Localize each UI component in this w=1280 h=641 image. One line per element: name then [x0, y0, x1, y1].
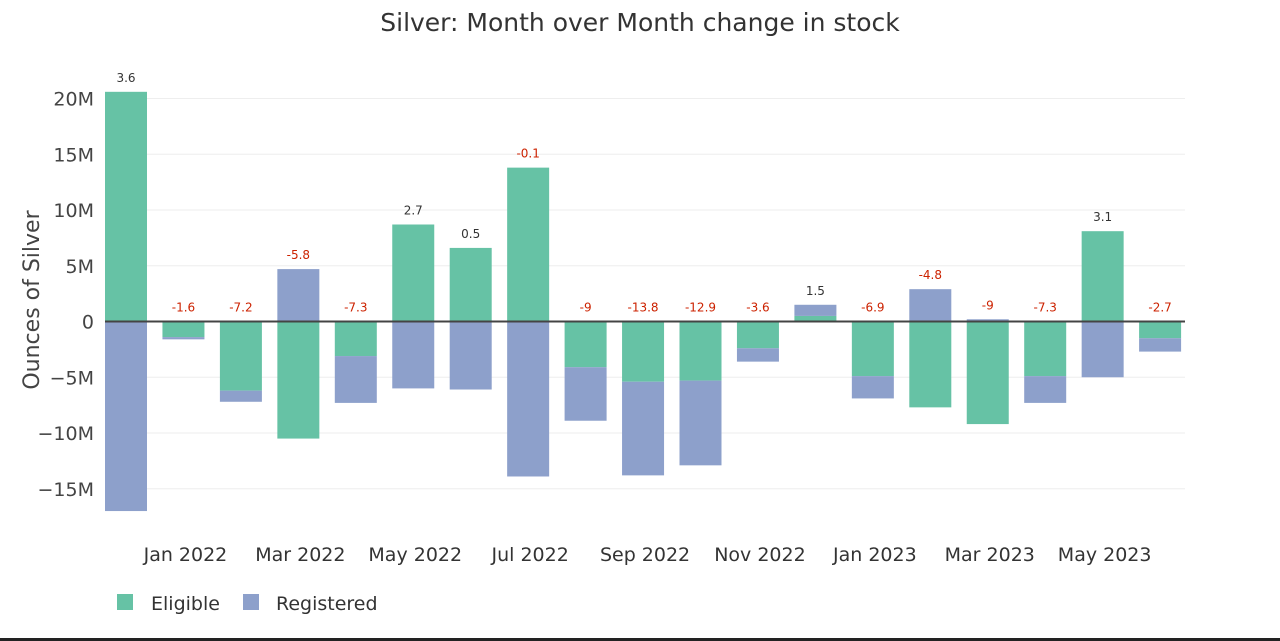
bar-eligible[interactable]: [1081, 231, 1124, 322]
data-label: -7.2: [229, 301, 252, 315]
bar-registered[interactable]: [1139, 338, 1182, 352]
data-label: -9: [982, 298, 994, 312]
data-label: 0.5: [461, 227, 480, 241]
bar-eligible[interactable]: [622, 321, 665, 382]
data-label: -1.6: [172, 301, 195, 315]
data-label: 3.6: [116, 71, 135, 85]
bar-registered[interactable]: [564, 367, 607, 421]
x-tick-label: Sep 2022: [600, 544, 690, 566]
x-tick-label: May 2022: [368, 544, 462, 566]
y-tick-label: 20M: [53, 89, 94, 111]
chart-title: Silver: Month over Month change in stock: [380, 8, 900, 37]
data-label: -7.3: [344, 301, 367, 315]
data-label: -12.9: [685, 301, 716, 315]
bar-eligible[interactable]: [851, 321, 894, 377]
data-label: -7.3: [1033, 301, 1056, 315]
bar-eligible[interactable]: [966, 321, 1009, 425]
y-tick-label: −5M: [50, 367, 94, 389]
bar-eligible[interactable]: [219, 321, 262, 391]
y-tick-label: 5M: [66, 256, 94, 278]
data-label: -4.8: [919, 268, 942, 282]
bottom-rule: [0, 638, 1280, 641]
bar-eligible[interactable]: [507, 167, 550, 322]
data-label: 1.5: [806, 284, 825, 298]
bar-eligible[interactable]: [105, 91, 147, 322]
bar-registered[interactable]: [162, 337, 205, 340]
data-labels: 3.6 -1.6 -7.2 -5.8 -7.3 2.7 0.5 -0.1 -9 -13.8 -12.…: [116, 71, 1171, 315]
data-label: -6.9: [861, 301, 884, 315]
legend-swatch-eligible[interactable]: [117, 594, 133, 610]
data-label: -13.8: [628, 301, 659, 315]
data-label: -9: [580, 301, 592, 315]
data-label: -2.7: [1148, 301, 1171, 315]
data-label: 3.1: [1093, 210, 1112, 224]
bar-registered[interactable]: [449, 321, 492, 390]
bar-eligible[interactable]: [564, 321, 607, 368]
bar-registered[interactable]: [851, 376, 894, 399]
bar-eligible[interactable]: [392, 224, 435, 322]
data-label: -3.6: [746, 301, 769, 315]
bar-eligible[interactable]: [449, 247, 492, 322]
bar-eligible[interactable]: [736, 321, 779, 349]
x-tick-label: Mar 2023: [945, 544, 1035, 566]
y-axis-label: Ounces of Silver: [20, 209, 45, 389]
bar-registered[interactable]: [1024, 376, 1067, 403]
x-tick-label: Mar 2022: [255, 544, 345, 566]
bar-registered[interactable]: [679, 380, 722, 466]
bar-eligible[interactable]: [1024, 321, 1067, 377]
data-label: -5.8: [287, 248, 310, 262]
bars-layer: [105, 91, 1182, 512]
bar-registered[interactable]: [1081, 321, 1124, 378]
data-label: 2.7: [404, 203, 423, 217]
x-ticks: Jan 2022 Mar 2022 May 2022 Jul 2022 Sep 2022…: [143, 544, 1152, 566]
y-tick-label: −10M: [38, 423, 95, 445]
bar-registered[interactable]: [105, 321, 147, 512]
bar-registered[interactable]: [622, 381, 665, 476]
bar-registered[interactable]: [392, 321, 435, 389]
y-tick-label: 10M: [53, 200, 94, 222]
y-tick-label: 0: [82, 312, 94, 334]
legend-label-eligible[interactable]: Eligible: [151, 593, 220, 615]
bar-registered[interactable]: [909, 289, 952, 322]
x-tick-label: May 2023: [1058, 544, 1152, 566]
legend-swatch-registered[interactable]: [243, 594, 259, 610]
bar-eligible[interactable]: [277, 321, 320, 439]
bar-eligible[interactable]: [679, 321, 722, 381]
bar-registered[interactable]: [334, 356, 377, 403]
bar-registered[interactable]: [794, 304, 837, 316]
x-tick-label: Jan 2023: [832, 544, 917, 566]
bar-registered[interactable]: [736, 348, 779, 362]
y-tick-label: 15M: [53, 144, 94, 166]
x-tick-label: Jul 2022: [490, 544, 568, 566]
y-ticks: 20M 15M 10M 5M 0 −5M −10M −15M: [38, 89, 95, 501]
bar-registered[interactable]: [507, 321, 550, 477]
x-tick-label: Nov 2022: [714, 544, 805, 566]
bar-registered[interactable]: [277, 269, 320, 322]
bar-eligible[interactable]: [909, 321, 952, 408]
bar-eligible[interactable]: [794, 315, 837, 322]
bar-registered[interactable]: [966, 319, 1009, 322]
y-tick-label: −15M: [38, 479, 95, 501]
legend: Eligible Registered: [117, 593, 378, 615]
data-label: -0.1: [516, 147, 539, 161]
x-tick-label: Jan 2022: [143, 544, 228, 566]
bar-eligible[interactable]: [162, 321, 205, 338]
bar-eligible[interactable]: [334, 321, 377, 357]
bar-eligible[interactable]: [1139, 321, 1182, 339]
legend-label-registered[interactable]: Registered: [276, 593, 378, 615]
bar-registered[interactable]: [219, 390, 262, 402]
